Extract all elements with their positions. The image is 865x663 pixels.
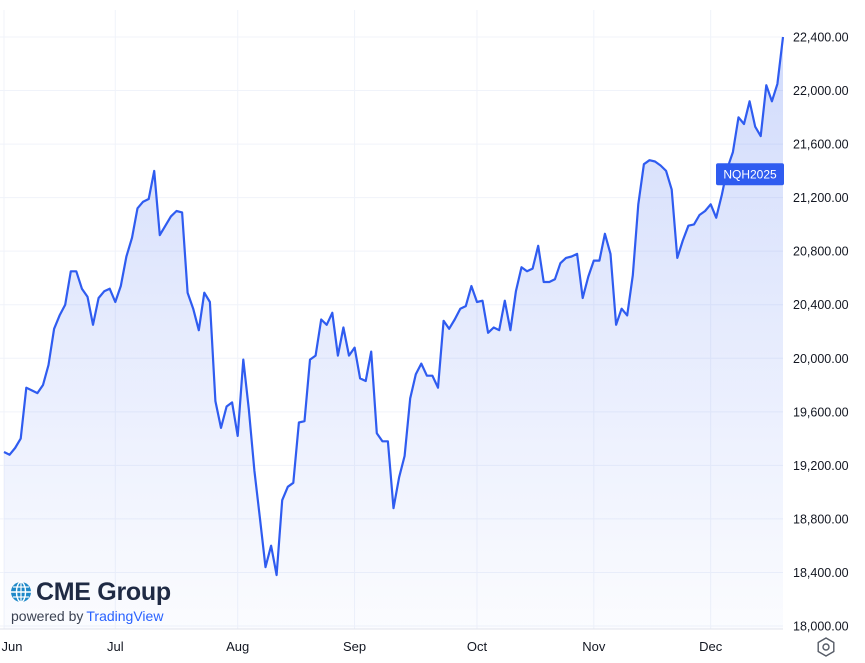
y-tick-label: 20,800.00 xyxy=(793,245,849,259)
y-tick-label: 21,600.00 xyxy=(793,138,849,152)
x-tick-label: Jul xyxy=(107,639,124,654)
y-axis: 18,000.00 18,400.00 18,800.00 19,200.00 19,6… xyxy=(793,31,849,634)
series-line xyxy=(3,36,785,577)
y-tick-label: 22,000.00 xyxy=(793,84,849,98)
y-tick-label: 18,400.00 xyxy=(793,566,849,580)
gear-icon[interactable] xyxy=(815,636,837,658)
y-tick-label: 19,600.00 xyxy=(793,405,849,419)
x-tick-label: Oct xyxy=(467,639,488,654)
powered-by[interactable]: powered by TradingView xyxy=(11,608,171,624)
y-tick-label: 18,000.00 xyxy=(793,620,849,634)
y-tick-label: 22,400.00 xyxy=(793,31,849,45)
x-axis: Jun Jul Aug Sep Oct Nov Dec xyxy=(2,639,723,654)
x-tick-label: Sep xyxy=(343,639,366,654)
brand-name: CME Group xyxy=(36,578,171,606)
y-tick-label: 20,000.00 xyxy=(793,352,849,366)
last-price-label-bg xyxy=(716,163,784,186)
branding: CME Group powered by TradingView xyxy=(10,578,171,624)
x-tick-label: Jun xyxy=(2,639,23,654)
last-price-label-text: NQH2025 xyxy=(723,168,777,182)
powered-brand[interactable]: TradingView xyxy=(86,608,164,624)
y-tick-label: 20,400.00 xyxy=(793,298,849,312)
last-price-label: NQH2025 xyxy=(716,163,784,186)
y-tick-label: 21,200.00 xyxy=(793,191,849,205)
powered-prefix: powered by xyxy=(11,608,84,624)
series-area xyxy=(4,37,783,629)
y-tick-label: 18,800.00 xyxy=(793,512,849,526)
y-tick-label: 19,200.00 xyxy=(793,459,849,473)
globe-icon xyxy=(11,581,31,603)
x-tick-label: Dec xyxy=(699,639,723,654)
x-tick-label: Nov xyxy=(582,639,606,654)
x-tick-label: Aug xyxy=(226,639,249,654)
